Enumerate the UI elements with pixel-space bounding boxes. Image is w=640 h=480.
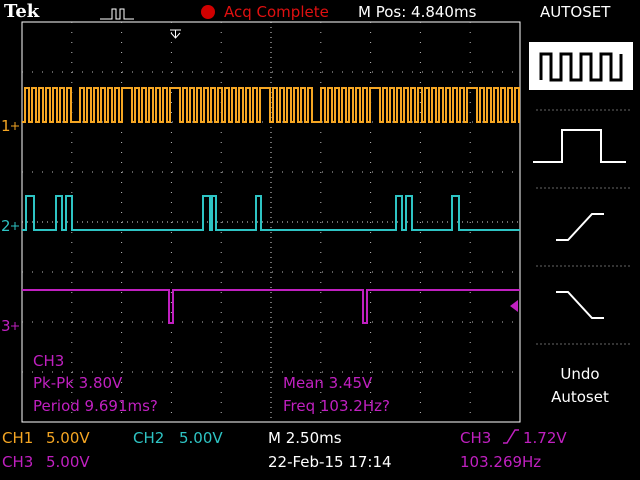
trigger-icon xyxy=(100,8,134,20)
fall-icon[interactable] xyxy=(556,291,604,319)
rise-icon[interactable] xyxy=(556,213,604,241)
side-menu: Undo Autoset xyxy=(529,42,633,406)
undo-line1[interactable]: Undo xyxy=(560,365,599,383)
ch1-scale: 5.00V xyxy=(46,429,90,447)
trigger-source: CH3 xyxy=(460,429,491,447)
ch3-label: CH3 xyxy=(2,453,33,471)
ch2-marker: 2 xyxy=(1,217,11,235)
meas-period: Period 9.691ms? xyxy=(33,397,158,415)
menu-title: AUTOSET xyxy=(540,3,611,21)
acq-indicator xyxy=(201,5,215,19)
timebase: M 2.50ms xyxy=(268,429,342,447)
ch1-marker: 1 xyxy=(1,117,11,135)
ch1-arrow xyxy=(11,122,19,130)
ch2-arrow xyxy=(11,222,19,230)
ch1-trace xyxy=(22,87,520,123)
ch1-label: CH1 xyxy=(2,429,33,447)
trigger-freq: 103.269Hz xyxy=(460,453,541,471)
ch3-arrow xyxy=(11,322,19,330)
ch2-scale: 5.00V xyxy=(179,429,223,447)
ch3-trace xyxy=(22,289,520,324)
date: 22-Feb-15 17:14 xyxy=(268,453,392,471)
ch2-trace xyxy=(22,195,520,231)
meas-freq: Freq 103.2Hz? xyxy=(283,397,390,415)
trigger-level-marker xyxy=(510,300,518,312)
ch2-label: CH2 xyxy=(133,429,164,447)
brand: Tek xyxy=(4,1,40,22)
meas-pkpk: Pk-Pk 3.80V xyxy=(33,374,123,392)
undo-line2[interactable]: Autoset xyxy=(551,388,609,406)
ch3-scale: 5.00V xyxy=(46,453,90,471)
waveforms xyxy=(22,87,520,324)
square-icon xyxy=(539,52,623,82)
meas-mean: Mean 3.45V xyxy=(283,374,373,392)
ch3-marker: 3 xyxy=(1,317,11,335)
meas-source: CH3 xyxy=(33,352,64,370)
position: M Pos: 4.840ms xyxy=(358,3,477,21)
acq-status: Acq Complete xyxy=(224,3,329,21)
trigger-slope xyxy=(503,429,519,444)
trigger-level: 1.72V xyxy=(523,429,567,447)
trigger-position xyxy=(170,29,181,39)
pulse-icon[interactable] xyxy=(533,129,626,163)
